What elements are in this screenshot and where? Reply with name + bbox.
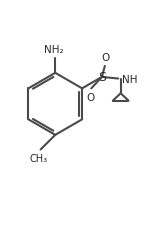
Text: CH₃: CH₃: [30, 153, 48, 163]
Text: NH₂: NH₂: [44, 45, 63, 54]
Text: O: O: [102, 53, 110, 63]
Text: O: O: [86, 92, 95, 102]
Text: NH: NH: [122, 74, 137, 84]
Text: S: S: [98, 71, 106, 84]
